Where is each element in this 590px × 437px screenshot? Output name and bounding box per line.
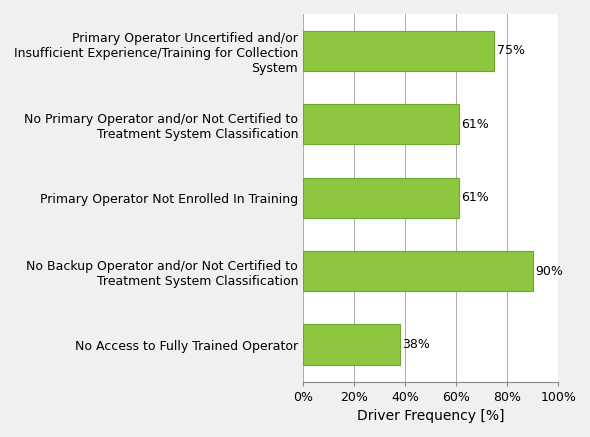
Bar bbox=[303, 104, 458, 145]
Text: 90%: 90% bbox=[535, 265, 563, 277]
X-axis label: Driver Frequency [%]: Driver Frequency [%] bbox=[357, 409, 504, 423]
Bar bbox=[303, 31, 494, 71]
Bar bbox=[303, 251, 533, 291]
Bar bbox=[303, 324, 400, 365]
Text: 38%: 38% bbox=[402, 338, 430, 351]
Text: 61%: 61% bbox=[461, 118, 489, 131]
Bar bbox=[303, 177, 458, 218]
Text: 75%: 75% bbox=[497, 44, 525, 57]
Text: 61%: 61% bbox=[461, 191, 489, 204]
